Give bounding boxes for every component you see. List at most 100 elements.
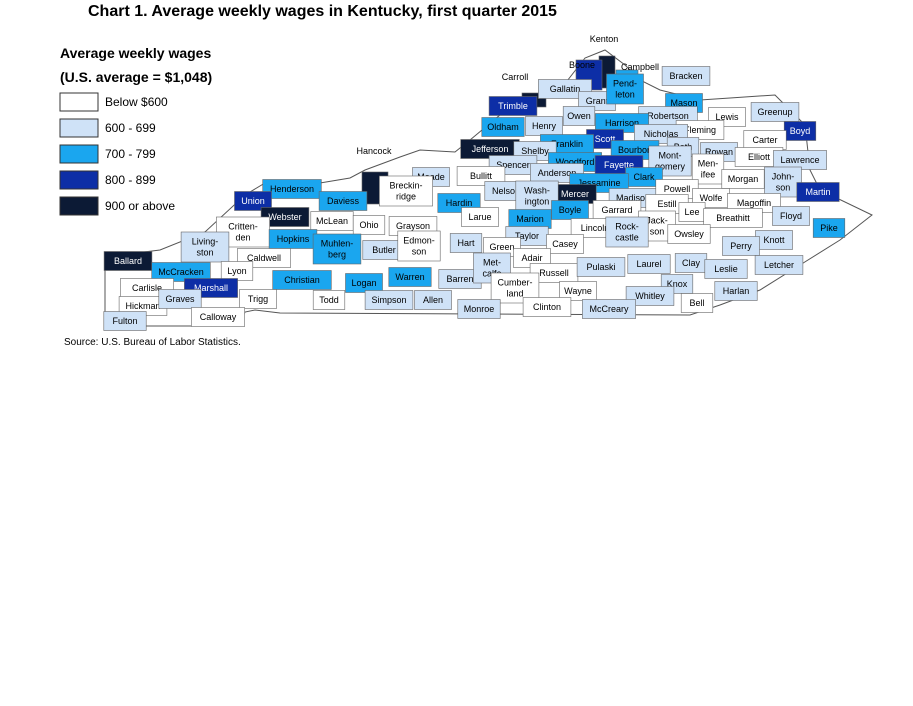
county-shape	[234, 191, 272, 211]
county-label: Jefferson	[472, 144, 509, 154]
county-label: Trimble	[498, 101, 528, 111]
county-shape	[103, 311, 147, 331]
county-shape	[488, 96, 538, 116]
county-label: Adair	[521, 253, 542, 263]
county-shape	[239, 289, 277, 309]
county-label: Boyd	[790, 126, 811, 136]
county-label: John-	[772, 172, 795, 182]
county-label: Leslie	[714, 264, 738, 274]
county-label: Trigg	[248, 294, 268, 304]
counties: Kenton Campbell Boone Bracken Carroll Gallati…	[103, 34, 846, 331]
county-label: berg	[328, 250, 346, 260]
county-label: Wash-	[524, 186, 550, 196]
county-label: leton	[615, 90, 635, 100]
county-shape	[546, 234, 584, 254]
legend-swatch	[59, 92, 99, 112]
county-shape	[691, 153, 725, 185]
county-label: Henry	[532, 121, 557, 131]
legend-label: 700 - 799	[105, 147, 156, 161]
county-shape	[661, 66, 711, 86]
county-label: Jessamine	[577, 178, 620, 188]
county-label: Anderson	[538, 168, 577, 178]
county-label: Breathitt	[716, 213, 750, 223]
county-shape	[180, 231, 230, 263]
county-shape	[414, 290, 452, 310]
legend-title: (U.S. average = $1,048)	[60, 69, 212, 85]
county-label: Larue	[468, 212, 491, 222]
county-label: Nicholas	[644, 129, 679, 139]
legend-swatch	[59, 196, 99, 216]
county-label: Hart	[457, 238, 475, 248]
county-label: Owsley	[674, 229, 704, 239]
county-shape	[764, 166, 802, 198]
county-label: den	[235, 233, 250, 243]
county-label: Pend-	[613, 79, 637, 89]
county-label: Grayson	[396, 221, 430, 231]
county-shape	[272, 270, 332, 290]
county-label: Morgan	[728, 174, 759, 184]
county-label: McCreary	[589, 304, 629, 314]
county-label: Taylor	[515, 231, 539, 241]
county-label: Edmon-	[403, 236, 435, 246]
county-label: Knott	[763, 235, 785, 245]
county-shape	[714, 281, 758, 301]
county-label: Elliott	[748, 152, 771, 162]
county-label: Russell	[539, 268, 569, 278]
county-label: Kenton	[590, 34, 619, 44]
county-label: Breckin-	[389, 181, 422, 191]
county-shape	[456, 166, 506, 186]
county-label: Simpson	[371, 295, 406, 305]
county-label: Pike	[820, 223, 838, 233]
legend-swatch	[59, 170, 99, 190]
county-label: Fayette	[604, 160, 634, 170]
county-label: Carroll	[502, 72, 529, 82]
county-label: Critten-	[228, 222, 258, 232]
county-label: Spencer	[496, 160, 530, 170]
county-label: Butler	[372, 245, 396, 255]
county-label: Living-	[192, 237, 219, 247]
county-label: Fleming	[684, 125, 716, 135]
county-label: Todd	[319, 295, 339, 305]
county-label: Greenup	[757, 107, 792, 117]
county-label: Perry	[730, 241, 752, 251]
county-label: Whitley	[635, 291, 665, 301]
county-label: Hopkins	[277, 234, 310, 244]
county-label: Fulton	[112, 316, 137, 326]
legend: Below $600 600 - 699 700 - 799 800 - 899 900…	[59, 92, 175, 216]
county-shape	[704, 259, 748, 279]
county-label: Wolfe	[700, 193, 723, 203]
county-shape	[680, 293, 714, 313]
county-shape	[703, 208, 763, 228]
county-label: Wayne	[564, 286, 592, 296]
county-label: Hancock	[356, 146, 392, 156]
county-label: Webster	[268, 212, 301, 222]
county-shape	[481, 117, 525, 137]
county-label: son	[412, 247, 427, 257]
county-shape	[449, 233, 483, 253]
county-label: Marion	[516, 214, 544, 224]
legend-label: Below $600	[105, 95, 168, 109]
legend-title: Average weekly wages	[60, 45, 211, 61]
county-label: Christian	[284, 275, 320, 285]
county-shape	[562, 106, 596, 126]
county-label: Boone	[569, 60, 595, 70]
legend-swatch	[59, 144, 99, 164]
source: Source: U.S. Bureau of Labor Statistics.	[64, 337, 241, 348]
county-label: Boyle	[559, 205, 582, 215]
county-label: Oldham	[487, 122, 519, 132]
county-shape	[318, 191, 368, 211]
county-label: castle	[615, 233, 639, 243]
county-label: Green	[489, 242, 514, 252]
county-label: Lincoln	[581, 223, 610, 233]
county-label: McLean	[316, 216, 348, 226]
county-label: Gallatin	[550, 84, 581, 94]
county-shape	[151, 262, 211, 282]
county-shape	[522, 297, 572, 317]
county-shape	[606, 73, 644, 105]
county-label: Estill	[657, 199, 676, 209]
county-shape	[559, 281, 597, 301]
county-shape	[627, 254, 671, 274]
county-shape	[796, 182, 840, 202]
